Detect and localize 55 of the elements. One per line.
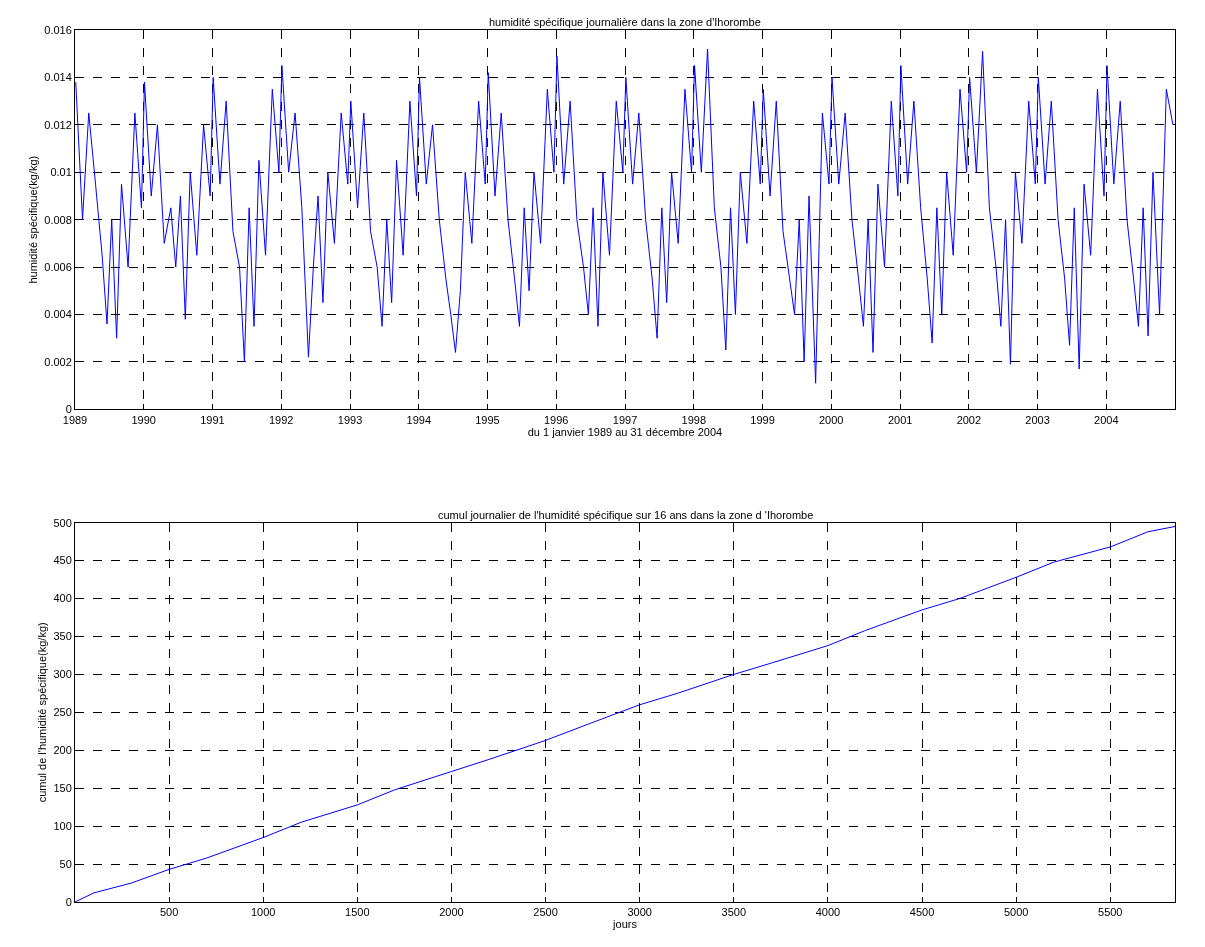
y-tick-label: 0.008 <box>44 213 72 226</box>
x-tick-label: 1997 <box>612 413 638 426</box>
chart-title: cumul journalier de l'humidité spécifique sur 16 ans dans la zone d 'Ihorombe <box>438 509 814 521</box>
x-tick-label: 2500 <box>533 906 558 919</box>
y-tick-label: 0.002 <box>44 355 72 368</box>
x-tick-label: 1991 <box>200 413 225 426</box>
y-tick-label: 0 <box>65 403 72 416</box>
x-tick-label: 1000 <box>250 906 276 919</box>
y-tick-label: 200 <box>53 744 72 757</box>
x-tick-label: 1992 <box>268 413 294 426</box>
x-tick-label: 1993 <box>337 413 363 426</box>
y-tick-label: 0 <box>65 895 72 908</box>
x-tick-label: 4000 <box>815 906 841 919</box>
x-tick-label: 1996 <box>543 413 569 426</box>
x-tick-label: 3000 <box>627 906 652 919</box>
y-tick-label: 100 <box>53 819 72 832</box>
chart-title: humidité spécifique journalière dans la zone d'Ihorombe <box>489 16 761 28</box>
x-tick-label: 1500 <box>345 906 370 919</box>
y-tick-label: 500 <box>53 516 72 529</box>
y-tick-label: 0.004 <box>44 308 72 321</box>
y-axis-title: cumul de l'humidité spécifique(kg/kg) <box>36 622 49 803</box>
x-tick-label: 2000 <box>819 413 844 426</box>
y-tick-label: 400 <box>53 592 72 605</box>
y-tick-label: 0.01 <box>50 166 72 179</box>
y-tick-label: 450 <box>53 554 72 567</box>
x-tick-label: 1989 <box>62 413 88 426</box>
x-tick-label: 3500 <box>721 906 747 919</box>
x-tick-label: 5500 <box>1098 906 1123 919</box>
y-tick-label: 0.014 <box>44 71 72 84</box>
x-tick-label: 2000 <box>439 906 464 919</box>
x-tick-label: 1994 <box>406 413 431 426</box>
x-tick-label: 1999 <box>750 413 775 426</box>
y-axis-title: humidité spécifique(kg/kg) <box>26 155 39 284</box>
x-axis-title: du 1 janvier 1989 au 31 décembre 2004 <box>527 425 723 438</box>
y-tick-label: 350 <box>53 630 72 643</box>
x-tick-label: 2004 <box>1094 413 1119 426</box>
y-tick-label: 0.016 <box>44 23 72 36</box>
y-tick-label: 0.012 <box>44 118 72 131</box>
y-tick-label: 150 <box>53 782 72 795</box>
x-tick-label: 5000 <box>1003 906 1029 919</box>
y-tick-label: 0.006 <box>44 260 72 273</box>
x-tick-label: 2003 <box>1025 413 1050 426</box>
line-series <box>75 48 1174 384</box>
y-tick-label: 50 <box>59 857 72 870</box>
x-tick-label: 2001 <box>887 413 913 426</box>
line-series <box>75 525 1175 902</box>
y-tick-label: 250 <box>53 706 72 719</box>
x-tick-label: 2002 <box>956 413 982 426</box>
x-axis-title: jours <box>612 918 638 931</box>
x-tick-label: 1998 <box>681 413 707 426</box>
x-tick-label: 500 <box>159 906 179 919</box>
x-tick-label: 4500 <box>909 906 935 919</box>
y-tick-label: 300 <box>53 668 72 681</box>
x-tick-label: 1995 <box>475 413 500 426</box>
x-tick-label: 1990 <box>131 413 156 426</box>
